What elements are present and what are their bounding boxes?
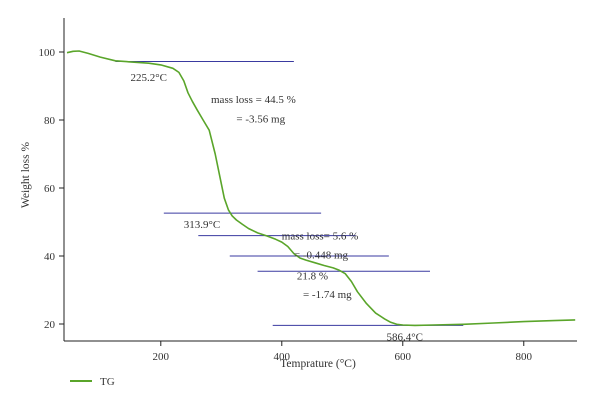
x-tick-label-600: 600: [395, 351, 412, 363]
x-tick-label-200: 200: [153, 351, 170, 363]
axes: 200 400 600 800 20 40 60 80 100: [39, 18, 577, 363]
x-tick-label-400: 400: [274, 351, 291, 363]
annotation-5: mass loss= 5.6 %: [282, 230, 358, 242]
annotation-6: = -0.448 mg: [294, 250, 349, 262]
y-tick-label-100: 100: [39, 47, 56, 59]
annotation-3: = -3.56 mg: [236, 113, 285, 125]
y-axis-title: Weight loss %: [20, 142, 32, 209]
annotation-7: 21.8 %: [297, 270, 328, 282]
y-tick-label-80: 80: [44, 115, 56, 127]
annotation-8: = -1.74 mg: [303, 289, 352, 301]
legend-label-tg: TG: [100, 376, 115, 388]
y-tick-label-40: 40: [44, 251, 56, 263]
x-axis-title: Temprature (°C): [280, 358, 356, 370]
tg-curve: [66, 50, 576, 327]
annotations: 225.2°C mass loss = 44.5 % = -3.56 mg 313.9…: [131, 72, 423, 344]
annotation-2: mass loss = 44.5 %: [211, 94, 296, 106]
y-tick-label-60: 60: [44, 183, 56, 195]
legend: TG: [70, 376, 115, 388]
annotation-9: 586.4°C: [386, 332, 423, 344]
reference-lines: [115, 61, 464, 326]
annotation-4: 313.9°C: [184, 219, 221, 231]
y-tick-label-20: 20: [44, 319, 56, 331]
annotation-1: 225.2°C: [131, 72, 168, 84]
x-tick-label-800: 800: [516, 351, 533, 363]
